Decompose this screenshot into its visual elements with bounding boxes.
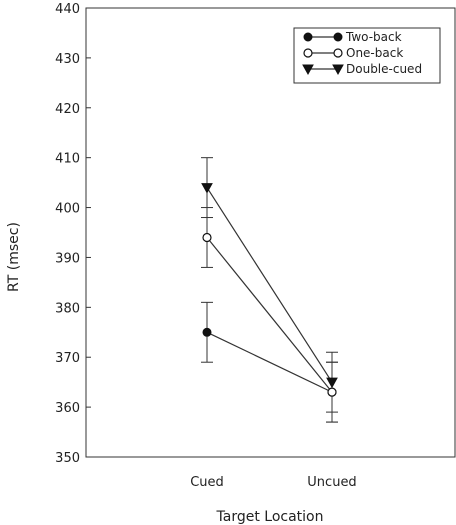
legend-marker-left-double-cued (302, 64, 314, 76)
y-tick-label-390: 390 (55, 251, 80, 266)
point-one-back-cued (202, 232, 212, 243)
legend-label-two-back: Two-back (345, 30, 402, 44)
point-two-back-cued (202, 327, 212, 337)
point-double-cued-cued (201, 183, 213, 194)
y-tick-label-370: 370 (55, 351, 80, 366)
legend-label-one-back: One-back (346, 46, 403, 60)
y-tick-label-360: 360 (55, 401, 80, 416)
legend-marker-right-double-cued (332, 64, 344, 76)
x-axis-title: Target Location (216, 509, 324, 525)
series-line-two-back (206, 331, 333, 393)
point-one-back-uncued (327, 387, 337, 397)
y-tick-label-410: 410 (55, 152, 80, 167)
legend-marker-left-one-back (303, 48, 313, 58)
series-line-double-cued (206, 187, 333, 383)
legend-label-double-cued: Double-cued (346, 62, 422, 76)
legend: Two-back One-back Double-cued (293, 27, 441, 84)
y-tick-label-350: 350 (55, 451, 80, 466)
legend-marker-right-one-back (333, 48, 343, 58)
x-axis: Cued Uncued (190, 475, 356, 490)
legend-marker-left-two-back (303, 32, 313, 42)
y-tick-label-420: 420 (55, 102, 80, 117)
error-bars (201, 157, 338, 423)
plot-border (85, 7, 456, 458)
plot-frame (85, 7, 456, 458)
point-double-cued-uncued (326, 377, 338, 389)
legend-marker-right-two-back (333, 32, 343, 42)
y-tick-label-430: 430 (55, 52, 80, 67)
y-tick-label-400: 400 (55, 202, 80, 217)
x-tick-label-cued: Cued (190, 475, 224, 490)
y-axis-title: RT (msec) (6, 222, 22, 292)
y-tick-label-440: 440 (55, 2, 80, 17)
y-axis: 350 360 370 380 390 400 410 420 430 440 (55, 2, 91, 466)
data-markers (201, 183, 338, 397)
x-tick-label-uncued: Uncued (307, 475, 356, 490)
series-line-one-back (206, 237, 333, 393)
y-tick-label-380: 380 (55, 301, 80, 316)
series-lines (206, 187, 333, 393)
